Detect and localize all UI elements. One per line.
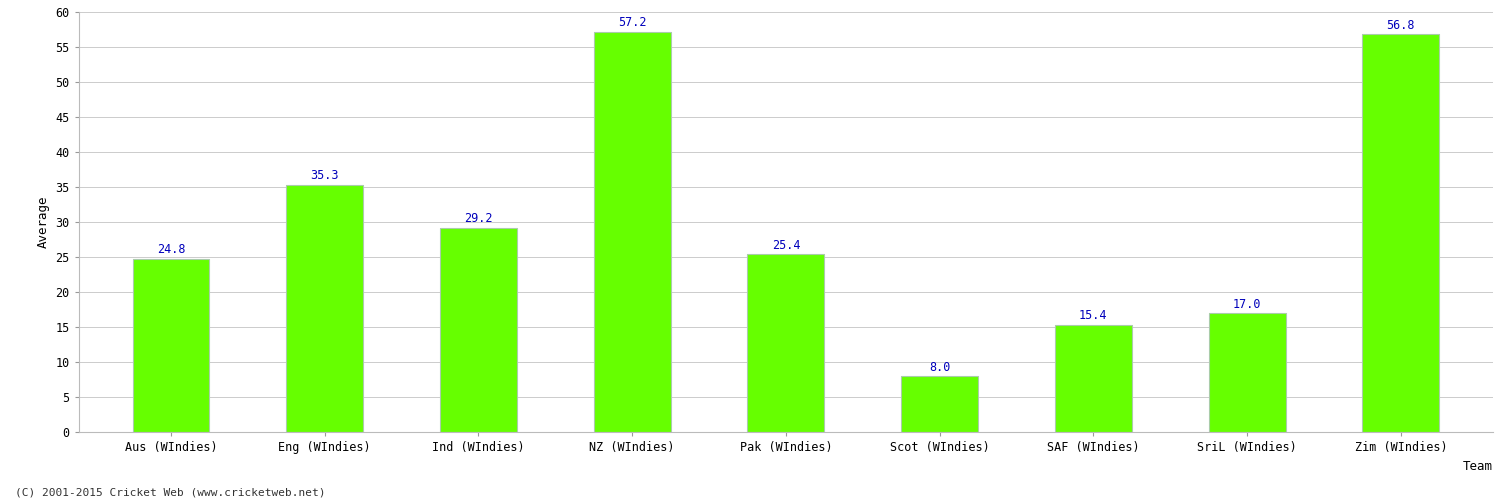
Text: 25.4: 25.4 bbox=[771, 238, 800, 252]
Text: 15.4: 15.4 bbox=[1078, 308, 1107, 322]
Bar bbox=[1362, 34, 1440, 432]
Bar bbox=[594, 32, 670, 432]
Bar bbox=[1054, 324, 1132, 432]
Text: 29.2: 29.2 bbox=[464, 212, 492, 225]
Bar bbox=[902, 376, 978, 432]
Text: 24.8: 24.8 bbox=[158, 243, 186, 256]
Bar bbox=[132, 258, 210, 432]
Bar bbox=[286, 185, 363, 432]
Text: 56.8: 56.8 bbox=[1386, 18, 1414, 32]
Y-axis label: Average: Average bbox=[38, 196, 50, 248]
Bar bbox=[747, 254, 825, 432]
Text: (C) 2001-2015 Cricket Web (www.cricketweb.net): (C) 2001-2015 Cricket Web (www.cricketwe… bbox=[15, 488, 326, 498]
Bar bbox=[1209, 314, 1286, 432]
Text: 17.0: 17.0 bbox=[1233, 298, 1262, 310]
Text: 35.3: 35.3 bbox=[310, 170, 339, 182]
Text: 57.2: 57.2 bbox=[618, 16, 646, 29]
Bar bbox=[440, 228, 518, 432]
X-axis label: Team: Team bbox=[1462, 460, 1492, 473]
Text: 8.0: 8.0 bbox=[928, 360, 951, 374]
